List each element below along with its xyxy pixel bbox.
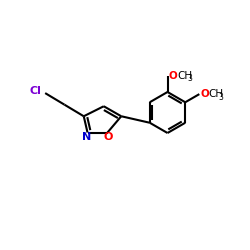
Text: CH: CH [209, 89, 224, 99]
Text: O: O [169, 71, 177, 81]
Text: CH: CH [177, 71, 192, 81]
Text: Cl: Cl [30, 86, 42, 96]
Text: O: O [200, 89, 209, 99]
Text: 3: 3 [219, 92, 224, 102]
Text: O: O [103, 132, 113, 142]
Text: N: N [82, 132, 92, 142]
Text: 3: 3 [187, 74, 192, 83]
